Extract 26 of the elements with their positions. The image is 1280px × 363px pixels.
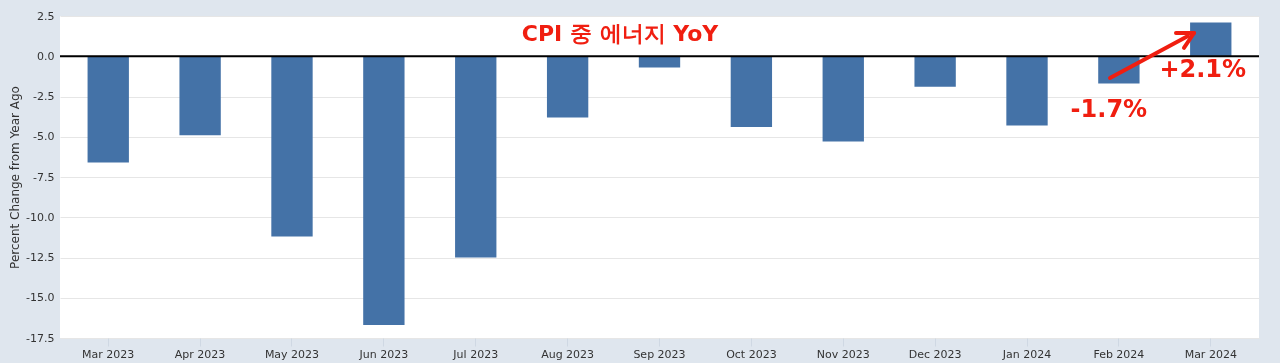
x-tick-label: Mar 2024 (1184, 347, 1237, 361)
x-tick-label: Aug 2023 (541, 347, 595, 361)
x-tick-label: Mar 2023 (82, 347, 135, 361)
x-tick-label: Nov 2023 (816, 347, 870, 361)
x-tick-label: Oct 2023 (726, 347, 777, 361)
y-tick-label: -10.0 (26, 210, 55, 224)
y-tick-label: 0.0 (37, 49, 55, 63)
x-tick-label: Apr 2023 (174, 347, 226, 361)
x-tick-label: Jun 2023 (358, 347, 409, 361)
x-tick-label: Jul 2023 (452, 347, 499, 361)
x-tick-label: Jan 2024 (1001, 347, 1052, 361)
chart-title: CPI 중 에너지 YoY (521, 21, 720, 46)
x-tick-label: Dec 2023 (908, 347, 962, 361)
y-tick-label: -5.0 (33, 130, 55, 144)
annotation: -1.7% (1070, 94, 1148, 123)
y-tick-label: -2.5 (33, 90, 55, 103)
y-tick-label: -7.5 (33, 170, 55, 184)
y-axis-title: Percent Change from Year Ago (8, 86, 23, 269)
x-tick-label: Feb 2024 (1093, 347, 1145, 361)
y-tick-label: -15.0 (26, 291, 55, 305)
annotation: +2.1% (1159, 55, 1247, 84)
x-tick-label: Sep 2023 (633, 347, 686, 361)
y-tick-label: 2.5 (37, 9, 55, 23)
y-tick-label: -17.5 (26, 331, 55, 345)
y-tick-label: -12.5 (26, 251, 55, 264)
x-tick-label: May 2023 (264, 347, 320, 361)
